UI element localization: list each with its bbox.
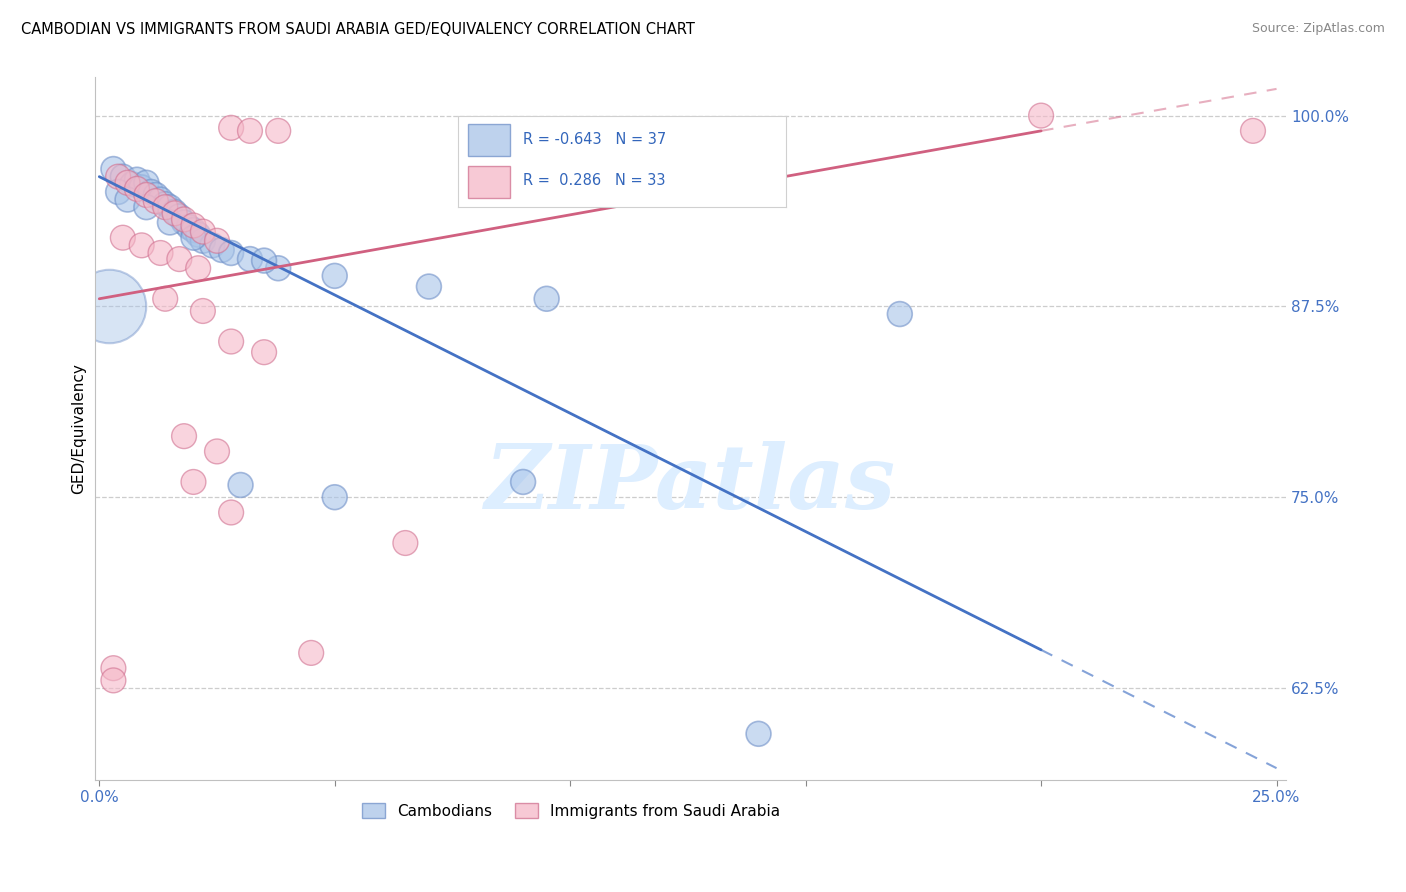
Point bbox=[267, 261, 290, 276]
Point bbox=[267, 124, 290, 138]
Point bbox=[135, 200, 157, 214]
Point bbox=[111, 169, 134, 184]
Point bbox=[131, 180, 153, 194]
Point bbox=[253, 345, 276, 359]
Point bbox=[159, 200, 181, 214]
Point bbox=[191, 234, 214, 248]
Point bbox=[97, 300, 120, 314]
Y-axis label: GED/Equivalency: GED/Equivalency bbox=[72, 363, 86, 494]
Point bbox=[149, 246, 172, 260]
Point bbox=[211, 243, 233, 257]
Point bbox=[219, 246, 242, 260]
Point bbox=[131, 238, 153, 252]
Point bbox=[125, 172, 148, 186]
Point bbox=[169, 210, 191, 224]
Point bbox=[135, 188, 157, 202]
Point bbox=[139, 185, 162, 199]
Point bbox=[117, 176, 139, 190]
Point bbox=[111, 230, 134, 244]
Point bbox=[183, 475, 205, 489]
Point bbox=[191, 304, 214, 318]
Point bbox=[107, 185, 129, 199]
Point bbox=[187, 261, 209, 276]
Point bbox=[121, 178, 143, 192]
Point bbox=[183, 223, 205, 237]
Point bbox=[107, 169, 129, 184]
Point bbox=[117, 193, 139, 207]
Point bbox=[103, 661, 125, 675]
Point bbox=[1241, 124, 1264, 138]
Point bbox=[145, 188, 167, 202]
Point bbox=[201, 238, 224, 252]
Point bbox=[1029, 109, 1052, 123]
Point bbox=[103, 161, 125, 176]
Point bbox=[155, 292, 177, 306]
Point bbox=[183, 230, 205, 244]
Point bbox=[187, 227, 209, 242]
Point bbox=[145, 194, 167, 208]
Point bbox=[169, 252, 191, 266]
Point bbox=[159, 215, 181, 229]
Point bbox=[155, 197, 177, 211]
Point bbox=[323, 268, 346, 283]
Point bbox=[889, 307, 911, 321]
Point bbox=[173, 429, 195, 443]
Text: ZIPatlas: ZIPatlas bbox=[485, 442, 896, 528]
Point bbox=[219, 334, 242, 349]
Point bbox=[512, 475, 534, 489]
Point bbox=[323, 490, 346, 504]
Point bbox=[536, 292, 558, 306]
Point bbox=[183, 219, 205, 233]
Point bbox=[155, 200, 177, 214]
Text: Source: ZipAtlas.com: Source: ZipAtlas.com bbox=[1251, 22, 1385, 36]
Point bbox=[219, 120, 242, 135]
Point bbox=[163, 204, 186, 219]
Point bbox=[205, 444, 228, 458]
Point bbox=[394, 536, 416, 550]
Point bbox=[205, 234, 228, 248]
Point bbox=[229, 478, 252, 492]
Point bbox=[149, 193, 172, 207]
Point bbox=[299, 646, 322, 660]
Point bbox=[173, 215, 195, 229]
Point bbox=[418, 279, 440, 293]
Point bbox=[103, 673, 125, 688]
Point bbox=[239, 252, 262, 266]
Point bbox=[219, 506, 242, 520]
Point bbox=[125, 182, 148, 196]
Point bbox=[748, 727, 770, 741]
Point bbox=[177, 220, 200, 235]
Text: CAMBODIAN VS IMMIGRANTS FROM SAUDI ARABIA GED/EQUIVALENCY CORRELATION CHART: CAMBODIAN VS IMMIGRANTS FROM SAUDI ARABI… bbox=[21, 22, 695, 37]
Point bbox=[191, 225, 214, 239]
Point bbox=[163, 206, 186, 220]
Legend: Cambodians, Immigrants from Saudi Arabia: Cambodians, Immigrants from Saudi Arabia bbox=[356, 797, 786, 824]
Point bbox=[135, 176, 157, 190]
Point bbox=[239, 124, 262, 138]
Point bbox=[253, 253, 276, 268]
Point bbox=[173, 212, 195, 227]
